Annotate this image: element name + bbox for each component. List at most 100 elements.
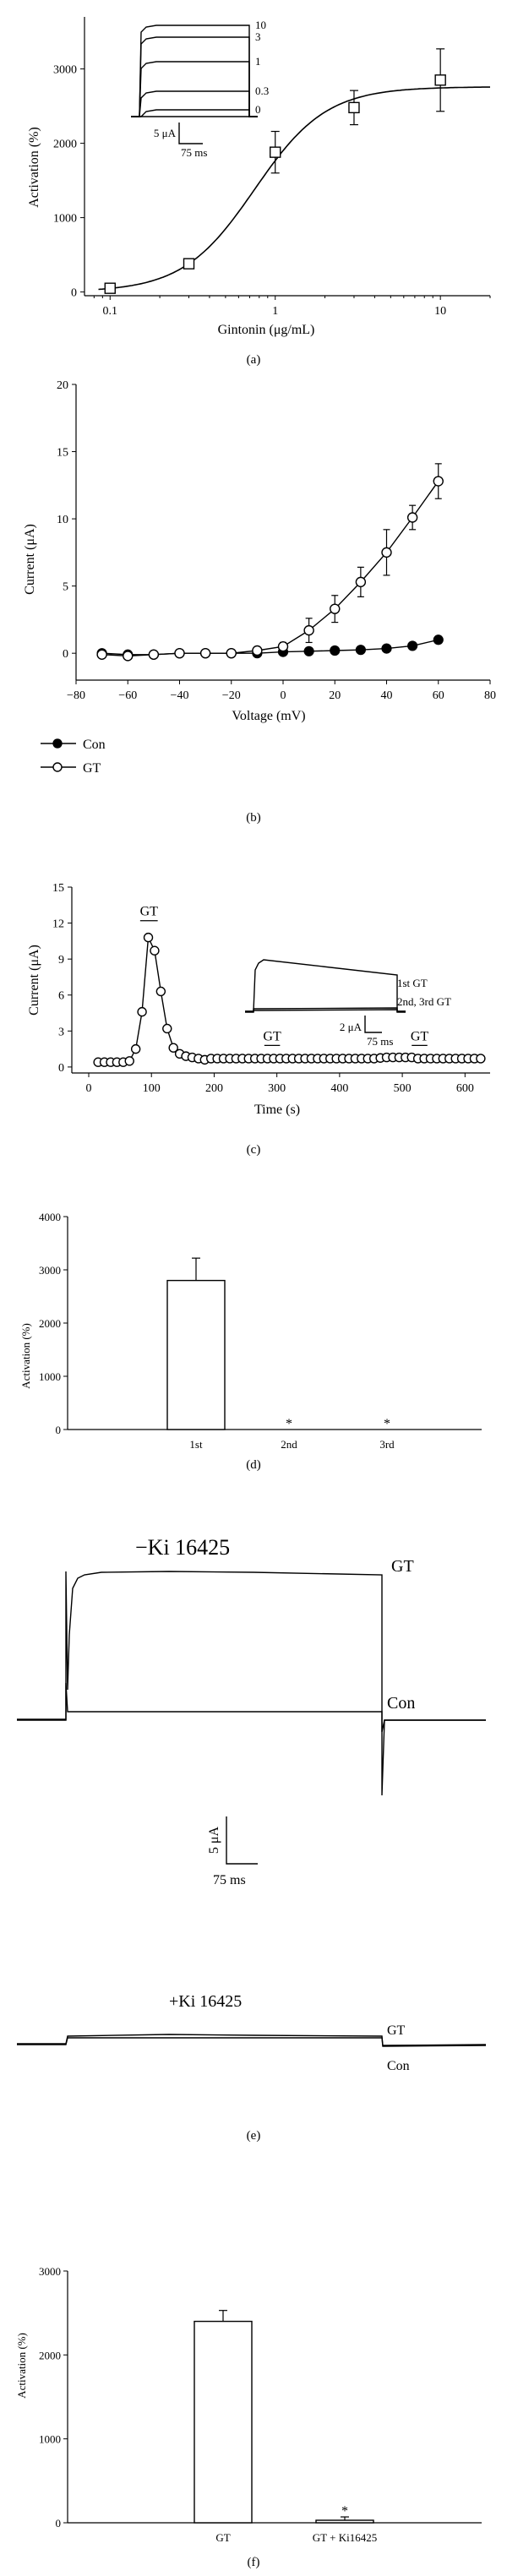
data-point-gt: [406, 512, 418, 523]
x-tick-label: −60: [118, 689, 137, 702]
panel-f-chart: 0 1000 2000 3000 GT * GT + Ki16425 Activation…: [15, 2265, 482, 2569]
y-tick-label: 3000: [39, 2265, 61, 2278]
panel-e-label: (e): [247, 2129, 261, 2143]
x-tick-label: −20: [222, 689, 241, 702]
data-point: [137, 1006, 147, 1017]
y-tick-label: 1000: [39, 1370, 61, 1383]
inset-trace-label: 1: [255, 55, 261, 68]
data-point: [348, 101, 360, 114]
panel-c-inset: 1st GT 2nd, 3rd GT 2 μA 75 ms: [245, 959, 451, 1048]
panel-b-axes: −80 −60 −40 −20 0 20 40 60 80 0 5 10 15 20: [57, 379, 496, 702]
inset-scale-time: 75 ms: [181, 146, 207, 159]
data-point-gt: [355, 576, 367, 588]
fit-curve: [98, 86, 490, 291]
y-tick-label: 2000: [53, 139, 77, 151]
panel-a-inset: 103 1 0.3 0 5 μA 75 ms: [131, 19, 269, 159]
y-tick-label: 20: [57, 379, 68, 392]
x-tick-label: 500: [394, 1082, 412, 1095]
panel-d-axes: 0 1000 2000 3000 4000: [39, 1211, 482, 1436]
panel-e-traces: −Ki 16425 GT Con 5 μA 75 ms +Ki 16425 GT…: [17, 1535, 487, 2143]
data-point: [168, 1043, 178, 1053]
data-point: [183, 258, 195, 270]
panel-e-title-plus: +Ki 16425: [169, 1992, 242, 2011]
inset-trace: [131, 36, 258, 117]
x-tick-label: 200: [205, 1082, 223, 1095]
x-tick-label: 600: [456, 1082, 474, 1095]
x-tick-label: −80: [67, 689, 85, 702]
panel-d-label: (d): [246, 1458, 261, 1472]
y-tick-label: 15: [57, 447, 68, 460]
data-point: [155, 986, 166, 997]
application-label: GT: [140, 905, 159, 919]
y-tick-label: 4000: [39, 1211, 61, 1223]
panel-a-xlabel: Gintonin (μg/mL): [218, 323, 315, 337]
x-tick-label: 20: [329, 689, 341, 702]
significance-marker: *: [384, 1417, 390, 1431]
y-tick-label: 9: [58, 954, 64, 967]
panel-c-ylabel: Current (μA): [27, 945, 41, 1016]
x-tick-label: 0: [86, 1082, 92, 1095]
panel-c-axes: 0 100 200 300 400 500 600 0 3 6 9 12 15: [52, 882, 490, 1095]
y-tick-label: 2000: [39, 1317, 61, 1330]
data-point-gt: [123, 651, 134, 662]
panel-e-gt-trace-minus: [17, 1571, 486, 1796]
inset-trace-label: 0.3: [255, 84, 269, 97]
series-line-gt: [101, 481, 439, 657]
y-tick-label: 3: [58, 1026, 64, 1038]
panel-e-con-label-plus: Con: [387, 2059, 410, 2073]
inset-trace: [131, 25, 258, 117]
inset-scale-bar: [364, 1016, 382, 1033]
legend-con-label: Con: [83, 738, 106, 752]
category-label: GT: [215, 2531, 230, 2544]
panel-b-xlabel: Voltage (mV): [232, 709, 305, 723]
panel-d-chart: 0 1000 2000 3000 4000 1st * 2nd * 3rd Activation…: [19, 1211, 482, 1472]
y-tick-label: 5: [63, 581, 68, 594]
x-tick-label: 0.1: [103, 305, 118, 318]
panel-e-title-minus: −Ki 16425: [135, 1535, 230, 1560]
panel-c-label: (c): [247, 1143, 261, 1157]
y-tick-label: 0: [71, 287, 77, 300]
category-label: 2nd: [281, 1438, 297, 1451]
data-point: [150, 945, 160, 956]
panel-b-label: (b): [246, 811, 261, 825]
y-tick-label: 12: [52, 918, 64, 931]
panel-e-con-label-minus: Con: [387, 1694, 415, 1713]
panel-f-marks: GT * GT + Ki16425: [194, 2310, 377, 2544]
panel-e-gt-label-minus: GT: [391, 1557, 414, 1576]
x-tick-label: 10: [434, 305, 446, 318]
panel-a-label: (a): [247, 353, 261, 367]
bar-0: [194, 2320, 253, 2524]
y-tick-label: 0: [56, 1424, 62, 1436]
application-label: GT: [411, 1029, 429, 1043]
data-point-gt: [433, 476, 444, 487]
data-point: [143, 932, 154, 943]
x-tick-label: 1: [272, 305, 278, 318]
x-tick-label: 60: [433, 689, 444, 702]
bar-1: [315, 2519, 374, 2524]
significance-marker: *: [341, 2504, 348, 2519]
application-label: GT: [263, 1029, 281, 1043]
data-point-gt: [199, 647, 211, 659]
panel-e-con-trace-plus: [17, 2037, 487, 2047]
y-tick-label: 1000: [53, 213, 77, 226]
inset-trace-label: 3: [255, 30, 261, 43]
y-tick-label: 10: [57, 514, 68, 526]
inset-label-1st: 1st GT: [397, 977, 428, 989]
inset-trace-label: 10: [255, 19, 266, 31]
panel-b-ylabel: Current (μA): [23, 524, 37, 595]
x-tick-label: 100: [143, 1082, 161, 1095]
data-point-gt: [252, 645, 263, 656]
data-point-con: [433, 634, 444, 645]
panel-c-marks: GT GT GT: [93, 905, 486, 1067]
inset-scale-current: 5 μA: [154, 127, 177, 139]
x-tick-label: 40: [381, 689, 393, 702]
y-tick-label: 1000: [39, 2433, 61, 2446]
category-label: 3rd: [379, 1438, 395, 1451]
category-label: GT + Ki16425: [313, 2531, 377, 2544]
x-tick-label: 400: [330, 1082, 348, 1095]
y-tick-label: 0: [63, 648, 68, 661]
panel-b-marks: [96, 463, 444, 662]
panel-e-gt-trace-plus: [17, 2034, 487, 2046]
data-point-gt: [174, 647, 185, 659]
